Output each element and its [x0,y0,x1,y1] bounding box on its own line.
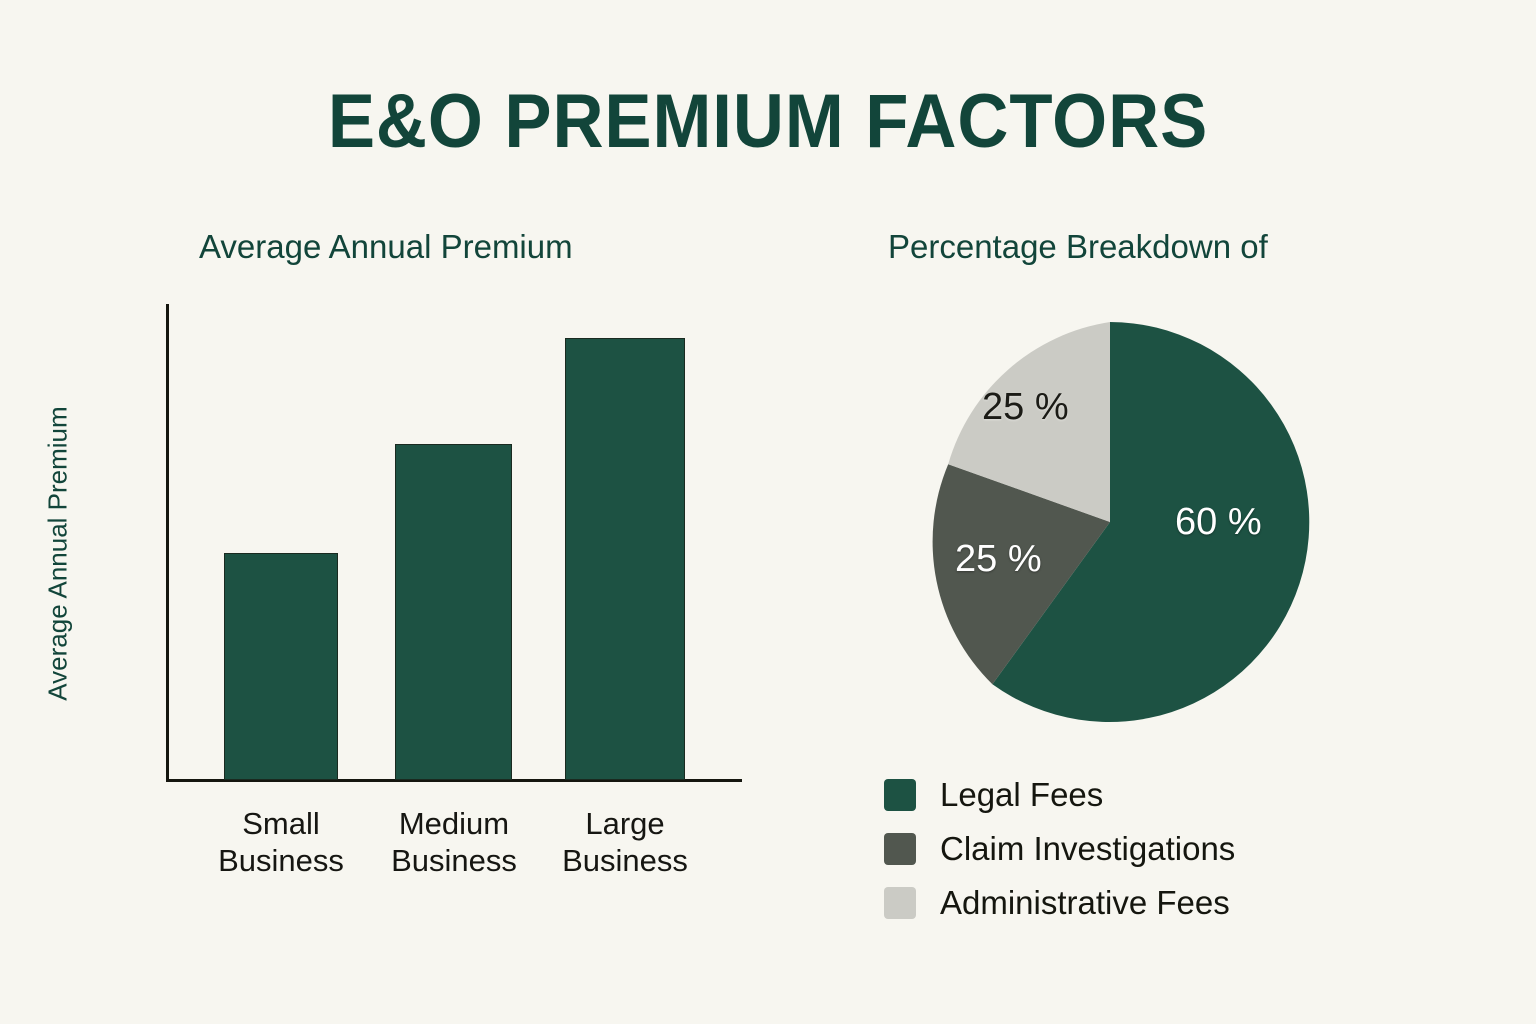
pie-label-administrative-fees: 25 % [982,386,1069,428]
pie-slice-legal-fees[interactable] [992,322,1310,722]
bar-chart-y-axis-line [166,304,169,782]
bar-chart-title: Average Annual Premium [199,228,573,265]
legend-item-administrative-fees[interactable]: Administrative Fees [884,876,1404,930]
pie-label-legal-fees: 60 % [1175,501,1262,543]
pie-legend: Legal Fees Claim Investigations Administ… [884,768,1404,930]
pie-chart: 60 % 25 % 25 % [870,300,1340,750]
legend-item-legal-fees[interactable]: Legal Fees [884,768,1404,822]
page-title: E&O PREMIUM FACTORS [327,79,1209,164]
x-tick-medium-business-line1: Medium [398,806,510,841]
pie-slice-claim-investigations[interactable] [932,464,1110,685]
legend-item-claim-investigations[interactable]: Claim Investigations [884,822,1404,876]
x-tick-large-business-line1: Large [585,806,665,841]
bar-medium-business[interactable] [395,444,512,780]
x-tick-small-business-line2: Business [218,843,344,878]
legend-swatch-legal-fees [884,779,916,811]
pie-chart-title: Percentage Breakdown of [888,228,1268,265]
x-tick-small-business-line1: Small [242,806,320,841]
bar-large-business[interactable] [565,338,685,780]
pie-slice-administrative-fees[interactable] [948,322,1110,522]
legend-swatch-administrative-fees [884,887,916,919]
x-tick-small-business: Small Business [201,805,361,879]
bar-chart-y-axis-label: Average Annual Premium [42,406,73,701]
x-tick-medium-business: Medium Business [374,805,534,879]
bar-small-business[interactable] [224,553,338,780]
x-tick-large-business: Large Business [545,805,705,879]
legend-label-administrative-fees: Administrative Fees [940,884,1230,921]
legend-label-claim-investigations: Claim Investigations [940,830,1236,867]
legend-swatch-claim-investigations [884,833,916,865]
bar-chart-x-axis-line [166,779,742,782]
x-tick-medium-business-line2: Business [391,843,517,878]
bar-chart: Average Annual Premium Average Annual Pr… [0,0,800,920]
x-tick-large-business-line2: Business [562,843,688,878]
legend-label-legal-fees: Legal Fees [940,776,1104,813]
pie-svg [932,322,1310,722]
pie-label-claim-investigations: 25 % [955,538,1042,580]
